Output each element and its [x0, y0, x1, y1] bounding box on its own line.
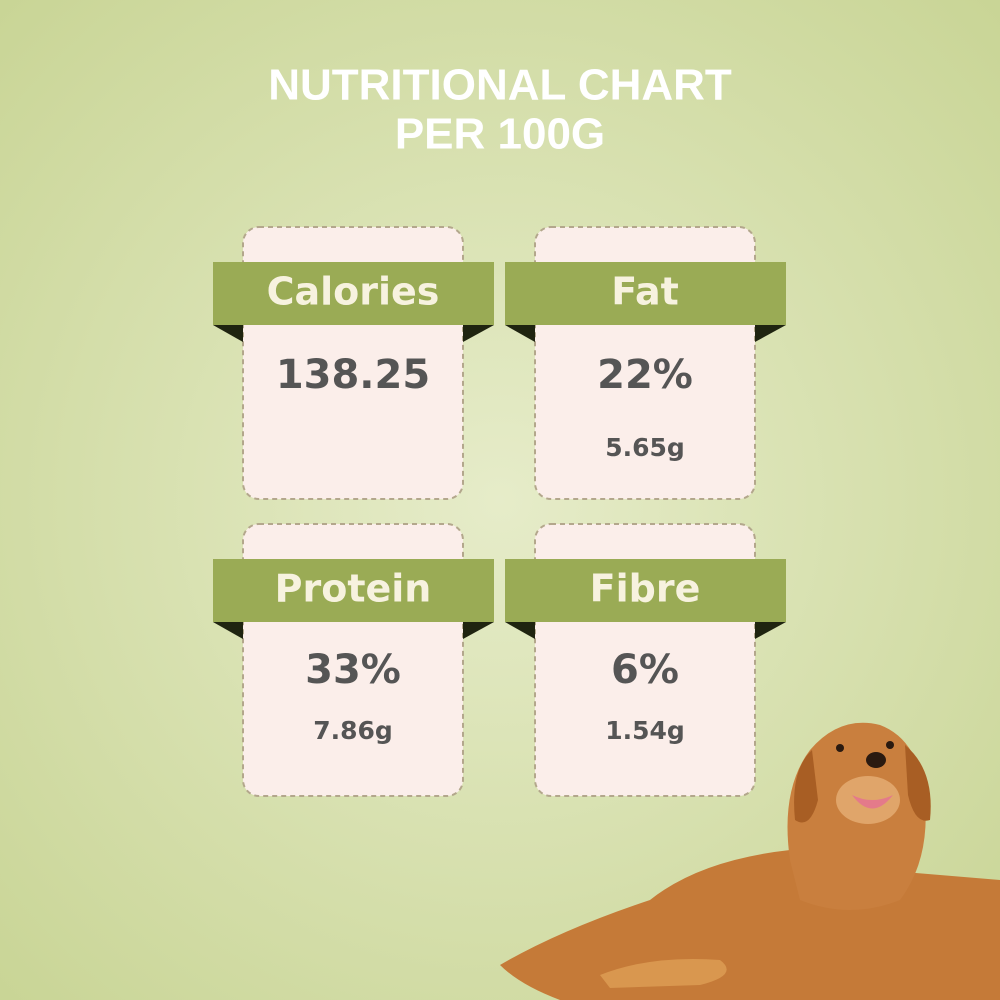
banner-fold [213, 622, 243, 639]
card-value: 22% [597, 352, 693, 398]
card-value: 6% [611, 647, 679, 693]
banner-fold [213, 325, 243, 342]
banner-fold [463, 325, 494, 342]
banner-fold [505, 622, 535, 639]
banner [213, 559, 494, 622]
cards: Calories 138.25 Fat 22% 5.65g Protein 33% 7.86g… [213, 226, 786, 797]
card-label: Calories [267, 270, 440, 314]
banner-fold [505, 325, 535, 342]
card-label: Fibre [590, 567, 701, 611]
banner [505, 559, 786, 622]
dog [500, 722, 1000, 1000]
card-value: 33% [305, 647, 401, 693]
banner [505, 262, 786, 325]
card-value: 138.25 [276, 352, 430, 398]
card-detail: 5.65g [605, 433, 685, 462]
card-label: Fat [611, 270, 679, 314]
card-label: Protein [275, 567, 432, 611]
card-detail: 1.54g [605, 716, 685, 745]
card-detail: 7.86g [313, 716, 393, 745]
title-line: PER 100G [395, 110, 605, 159]
banner-fold [463, 622, 494, 639]
banner-fold [755, 325, 786, 342]
banner-fold [755, 622, 786, 639]
banner [213, 262, 494, 325]
title-line: NUTRITIONAL CHART [268, 61, 732, 110]
